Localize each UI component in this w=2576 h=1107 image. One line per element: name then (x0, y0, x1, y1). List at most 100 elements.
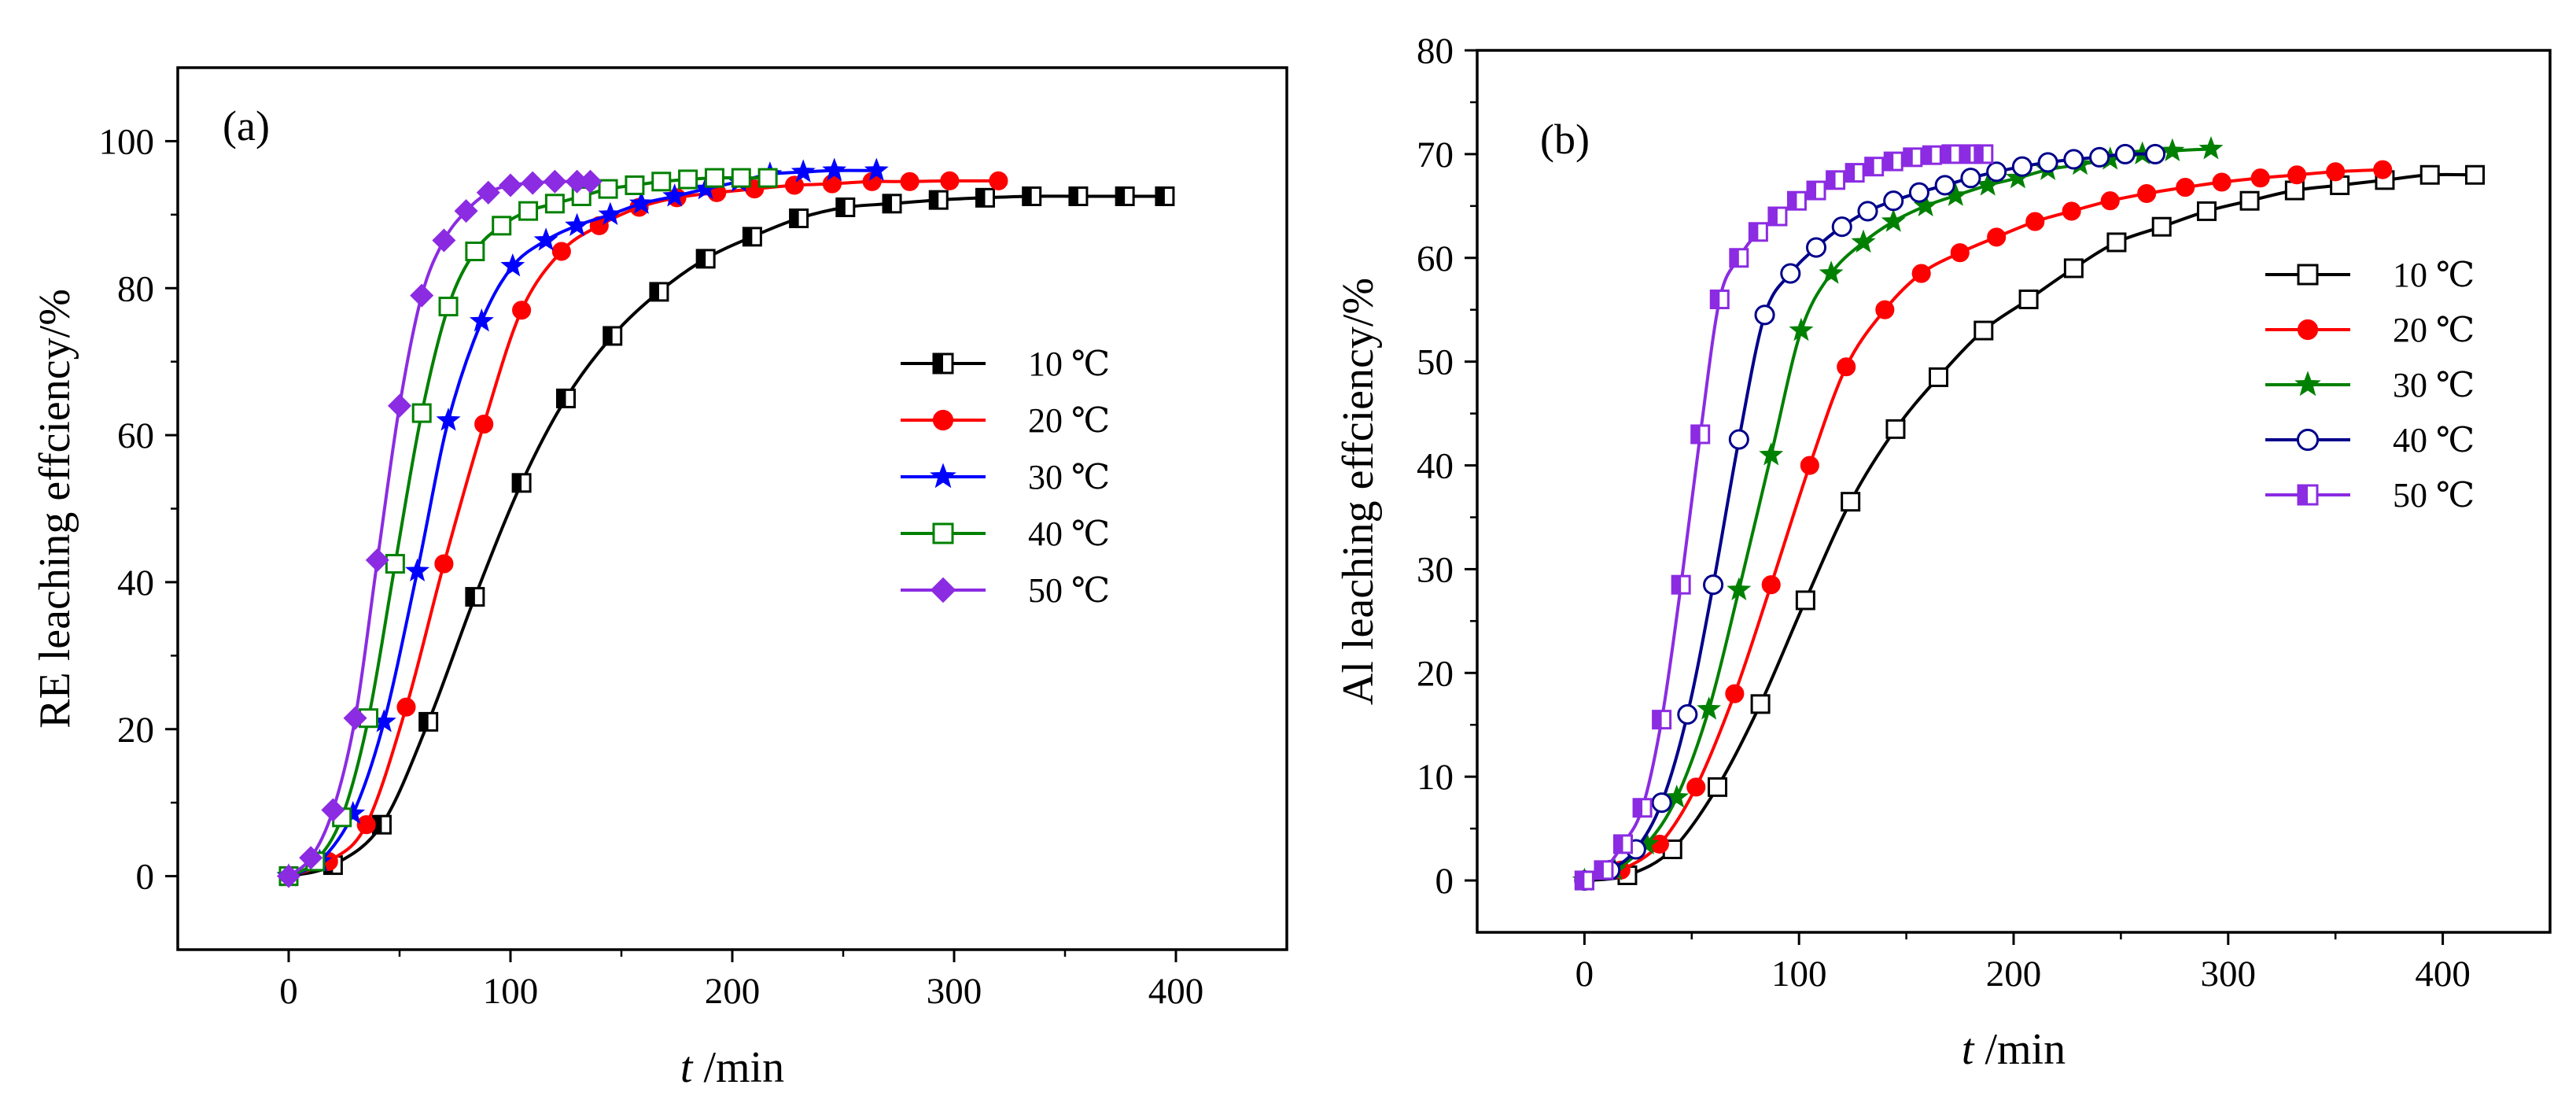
panel-b-series-2-point (1686, 777, 1706, 797)
panel-b-x-axis-unit: /min (1973, 1025, 2066, 1074)
panel-a-series-3-point (822, 157, 847, 181)
panel-b-series-5-point (1767, 206, 1788, 227)
panel-a-series-5-point (321, 798, 345, 822)
panel-a-series-5-point (276, 864, 301, 888)
panel-a-legend-label: 10 ℃ (1028, 345, 1110, 383)
panel-a-y-tick-label: 100 (99, 121, 155, 162)
panel-b-series-4-point (1651, 792, 1672, 814)
panel-b-y-tick-label: 60 (1417, 238, 1454, 279)
panel-a-legend-item: 40 ℃ (901, 515, 1110, 553)
panel-b-label: (b) (1540, 116, 1590, 163)
panel-a-series-4-point (465, 242, 485, 262)
panel-a-series-3 (276, 157, 889, 887)
panel-a-series-5-point (521, 171, 545, 195)
panel-b-series-4-point (1934, 175, 1955, 196)
panel-b-series-3-point (1697, 696, 1722, 720)
panel-a-series-1-point-fill (1023, 187, 1032, 205)
panel-a-x-axis-var: t (680, 1043, 694, 1092)
panel-b-y-tick-label: 0 (1435, 861, 1454, 902)
panel-b-series-1-point (1795, 590, 1815, 611)
panel-b-series-5-point (1574, 870, 1594, 891)
panel-b-series-2-point (1761, 575, 1781, 595)
panel-b-series-5-point (1613, 834, 1634, 854)
panel-b-series-5-point-fill (1885, 153, 1894, 171)
panel-a-legend-item: 10 ℃ (901, 345, 1110, 383)
panel-a-legend-marker (932, 522, 954, 544)
panel-b-series-5-point-fill (1749, 223, 1759, 241)
panel-b-series-4-point (2011, 156, 2032, 177)
panel-b-series-4-point (2144, 143, 2166, 164)
panel-b-series-3-point (2160, 138, 2185, 162)
panel-b-series-5-point (1709, 290, 1730, 310)
panel-a-series-4-point (625, 175, 645, 195)
panel-b-series-1-point (2465, 164, 2486, 185)
panel-b-legend-marker (2297, 484, 2319, 506)
panel-b-series-5-point (1903, 147, 1923, 168)
panel-b-series-2-point (1950, 243, 1970, 263)
panel-b-series-2-point (2137, 183, 2157, 204)
panel-b-series-2-line (1583, 168, 2383, 883)
panel-a-series-3-point (405, 558, 430, 582)
panel-b-series-5-point-fill (1962, 145, 1971, 163)
panel-b-series-1-point (2106, 232, 2127, 253)
panel-b-series-5-point-fill (1614, 835, 1623, 853)
panel-a-y-tick-label: 20 (117, 710, 154, 751)
panel-a-series-2-point (989, 171, 1008, 190)
panel-a: 0 100 200 300 400 0 20 40 60 80 100 t /min RE leachi… (31, 66, 1288, 1092)
panel-b-series-5-point (1826, 170, 1846, 190)
panel-a-series-1-point (603, 326, 623, 346)
panel-b-series-5 (1574, 144, 1994, 891)
panel-a-series-5-point (498, 173, 523, 197)
panel-b-legend-item: 50 ℃ (2265, 476, 2475, 515)
panel-a-series-2-point (396, 697, 416, 717)
panel-b-series-5-point-fill (1826, 171, 1836, 189)
panel-a-series-1-point-fill (1069, 187, 1078, 205)
panel-b-legend-marker (2296, 428, 2320, 452)
panel-a-series-2-point (356, 815, 376, 835)
panel-a-y-tick-label: 0 (136, 857, 155, 898)
panel-b-x-tick-label: 300 (2201, 954, 2257, 994)
panel-a-series-1-point-fill (557, 389, 566, 408)
panel-b-series-5-point-fill (1974, 145, 1984, 163)
panel-a-series-3-point (598, 201, 623, 225)
panel-b-series-3-point (1819, 260, 1844, 284)
panel-a-series-3-point (436, 408, 461, 431)
panel-a-series-1-point-fill (790, 209, 799, 227)
panel-b-legend-label: 50 ℃ (2393, 476, 2475, 515)
panel-a-legend-item: 20 ℃ (901, 401, 1110, 440)
panel-b-series-2-point (2176, 178, 2195, 197)
panel-a-series-2-point (900, 172, 919, 191)
panel-a-legend-label: 40 ℃ (1028, 515, 1110, 553)
panel-a-series-3-point (500, 253, 525, 277)
panel-b-legend-label: 30 ℃ (2393, 366, 2475, 404)
panel-b-series-5-point (1806, 180, 1826, 201)
panel-a-y-axis-title: RE leaching effciency/% (31, 289, 79, 729)
panel-b-series-5-point (1973, 144, 1994, 164)
panel-a-series-4-point (704, 168, 724, 188)
panel-a-series-1-point-fill (930, 191, 939, 209)
panel-a-series-1-point (1022, 186, 1042, 206)
panel-b-series-1-point (1841, 492, 1861, 512)
panel-a-series-1-point (465, 587, 485, 607)
panel-b-legend-marker (2297, 319, 2319, 341)
panel-b-series-4-point (1780, 263, 1801, 284)
panel-b-series-5-point (1671, 574, 1691, 595)
panel-b-x-axis-var: t (1962, 1025, 1975, 1074)
panel-b-series-2-point (1875, 300, 1895, 319)
panel-a-series-4-point (731, 168, 751, 188)
panel-b-series-5-point-fill (1594, 861, 1604, 879)
panel-a-series-3-point (469, 308, 494, 332)
panel-b-legend-label: 40 ℃ (2393, 421, 2475, 459)
panel-a-series-5 (276, 169, 603, 888)
panel-a-series-4-point (678, 169, 698, 190)
panel-b-y-tick-label: 10 (1417, 757, 1454, 798)
panel-a-series-1-point (649, 282, 669, 302)
panel-a-series-3-line (288, 168, 877, 878)
panel-a-legend-label: 20 ℃ (1028, 401, 1110, 440)
panel-b-series-2-point (1911, 264, 1931, 283)
panel-a-series-2-point (434, 554, 454, 574)
panel-b-x-tick-label: 0 (1575, 954, 1594, 994)
panel-a-series-4-point (518, 201, 539, 221)
panel-a-series-4-point (385, 554, 405, 574)
panel-b-series-5-point-fill (1768, 208, 1778, 226)
